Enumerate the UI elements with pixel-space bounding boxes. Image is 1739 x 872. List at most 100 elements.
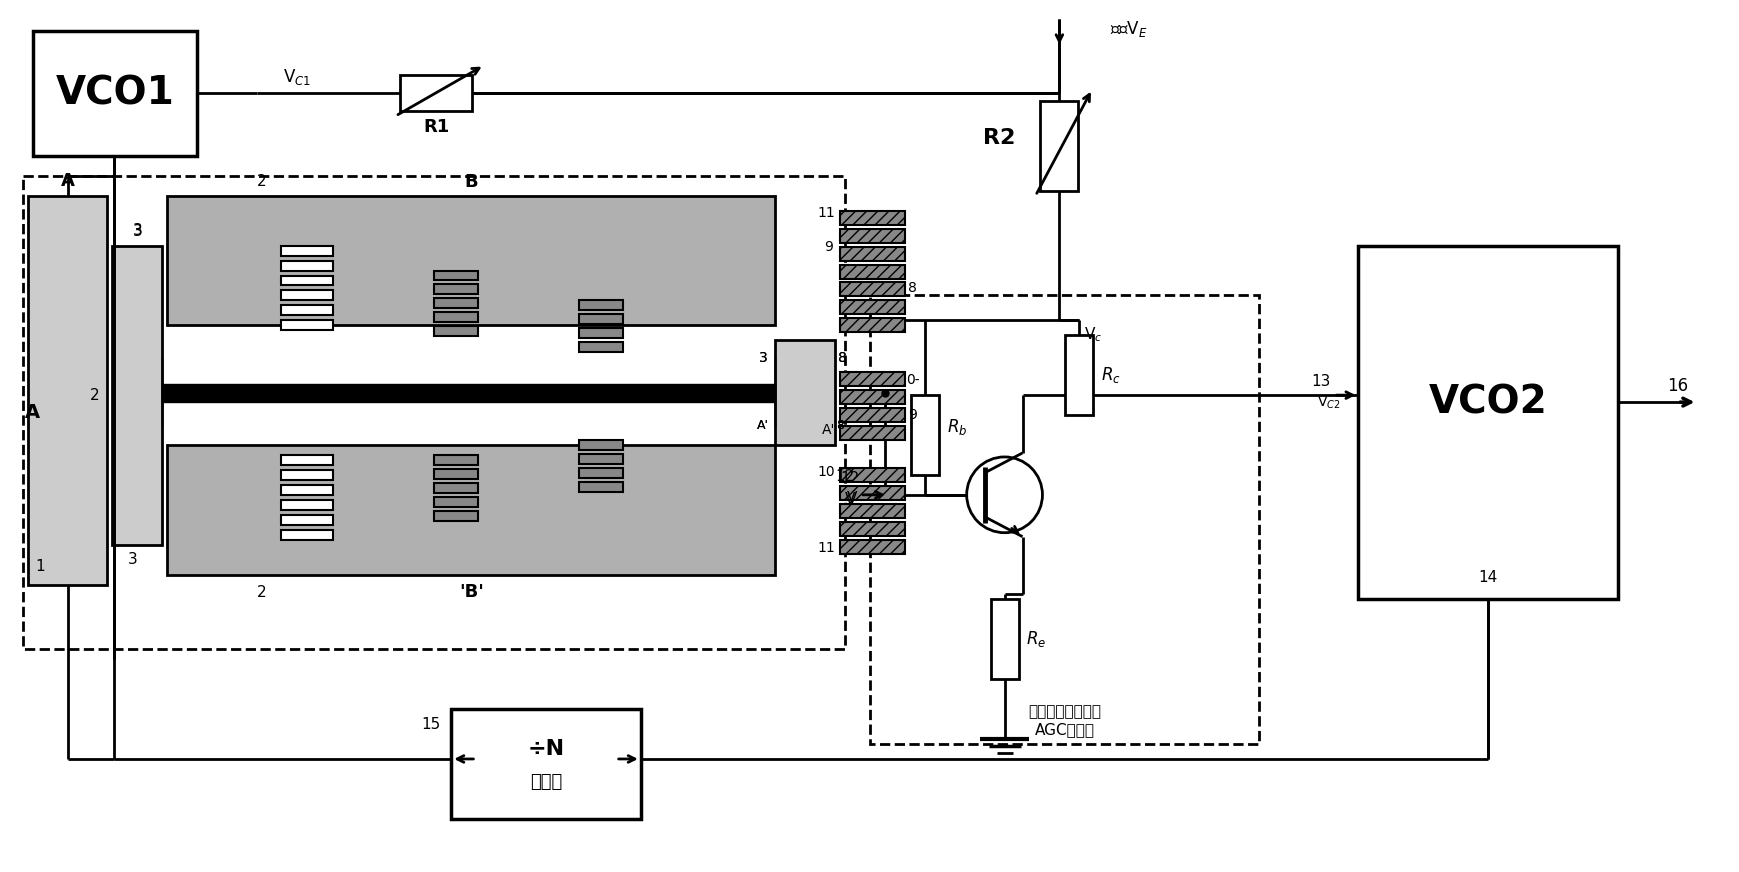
- Bar: [579, 343, 623, 352]
- Bar: [435, 298, 478, 309]
- Text: $R_b$: $R_b$: [946, 417, 967, 437]
- Text: 14: 14: [1478, 570, 1497, 585]
- Text: 直流自动增益控制: 直流自动增益控制: [1028, 705, 1101, 719]
- Bar: [579, 301, 623, 310]
- Text: 13: 13: [1311, 374, 1330, 389]
- Bar: [282, 514, 332, 525]
- Bar: [579, 440, 623, 450]
- Bar: [579, 454, 623, 464]
- Bar: [840, 521, 904, 535]
- Bar: [28, 196, 108, 584]
- Bar: [776, 340, 835, 445]
- Bar: [1066, 336, 1094, 415]
- Text: 3: 3: [758, 351, 767, 365]
- Bar: [23, 176, 845, 650]
- Text: V: V: [847, 491, 857, 507]
- Bar: [840, 468, 904, 482]
- Bar: [840, 426, 904, 440]
- Text: V: V: [845, 493, 856, 508]
- Text: -7: -7: [308, 386, 325, 402]
- Text: 9: 9: [908, 408, 916, 422]
- Text: -7: -7: [303, 385, 320, 400]
- Text: -7: -7: [452, 385, 470, 400]
- Bar: [840, 301, 904, 315]
- Text: B: B: [464, 173, 478, 191]
- Text: 1: 1: [35, 559, 45, 574]
- Text: $R_c$: $R_c$: [1101, 365, 1122, 385]
- Bar: [282, 290, 332, 301]
- Bar: [167, 445, 776, 575]
- Text: 5: 5: [414, 385, 423, 400]
- Text: 3: 3: [132, 223, 143, 238]
- Text: A': A': [821, 423, 835, 437]
- Text: VCO1: VCO1: [56, 75, 174, 112]
- Text: V$_{C2}$: V$_{C2}$: [1316, 395, 1341, 412]
- Bar: [435, 469, 478, 479]
- Bar: [28, 196, 108, 584]
- Bar: [282, 276, 332, 285]
- Text: 4: 4: [257, 385, 266, 400]
- Bar: [840, 228, 904, 242]
- Bar: [282, 305, 332, 316]
- Bar: [991, 599, 1019, 679]
- Bar: [840, 390, 904, 404]
- Bar: [1040, 101, 1078, 191]
- Bar: [870, 296, 1259, 744]
- Text: 3-: 3-: [645, 385, 661, 400]
- Bar: [282, 500, 332, 510]
- Text: A: A: [24, 403, 40, 421]
- Bar: [579, 468, 623, 478]
- Bar: [840, 504, 904, 518]
- Bar: [840, 372, 904, 386]
- Text: -7: -7: [596, 385, 614, 400]
- Text: 3: 3: [127, 552, 137, 567]
- Bar: [579, 329, 623, 338]
- Bar: [113, 246, 162, 545]
- Text: 9: 9: [824, 240, 833, 254]
- Bar: [113, 246, 162, 545]
- Bar: [282, 320, 332, 330]
- Bar: [840, 408, 904, 422]
- Text: 8: 8: [838, 351, 847, 365]
- Bar: [435, 455, 478, 465]
- Text: 16: 16: [1668, 378, 1689, 395]
- Bar: [167, 196, 776, 325]
- Bar: [282, 529, 332, 540]
- Bar: [435, 270, 478, 281]
- Text: 电源V$_E$: 电源V$_E$: [1109, 19, 1148, 39]
- Bar: [911, 395, 939, 475]
- Text: 0-: 0-: [906, 373, 920, 387]
- Bar: [167, 196, 776, 325]
- Bar: [840, 540, 904, 554]
- Bar: [282, 261, 332, 270]
- Bar: [840, 283, 904, 296]
- Text: 2: 2: [257, 585, 266, 600]
- Bar: [840, 247, 904, 261]
- Text: 12: 12: [836, 469, 856, 484]
- Text: A: A: [61, 172, 75, 190]
- Text: 10: 10: [817, 465, 835, 479]
- Text: 6: 6: [558, 385, 569, 400]
- Bar: [579, 315, 623, 324]
- Bar: [1358, 246, 1617, 599]
- Bar: [840, 264, 904, 278]
- Bar: [282, 485, 332, 494]
- Text: A': A': [758, 419, 769, 432]
- Text: 2: 2: [257, 174, 266, 189]
- Text: 8: 8: [908, 282, 916, 296]
- Text: 3: 3: [758, 351, 767, 365]
- Text: 12: 12: [840, 472, 859, 487]
- Text: R2: R2: [983, 128, 1016, 148]
- Text: VCO2: VCO2: [1429, 384, 1548, 421]
- Bar: [840, 318, 904, 332]
- Bar: [435, 284, 478, 295]
- Text: AGC放大器: AGC放大器: [1035, 723, 1094, 738]
- Text: 8-: 8-: [836, 419, 849, 432]
- Bar: [282, 455, 332, 465]
- Text: 除法器: 除法器: [530, 773, 562, 791]
- Text: 8-: 8-: [836, 419, 849, 432]
- Bar: [282, 470, 332, 480]
- Text: V$_{C1}$: V$_{C1}$: [283, 67, 311, 87]
- Bar: [435, 483, 478, 493]
- Text: A': A': [758, 419, 769, 432]
